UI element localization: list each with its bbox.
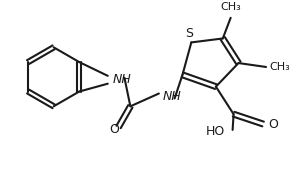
Text: NH: NH (113, 73, 132, 86)
Text: CH₃: CH₃ (269, 62, 290, 72)
Text: HO: HO (205, 125, 225, 138)
Text: CH₃: CH₃ (220, 2, 241, 12)
Text: O: O (268, 117, 278, 130)
Text: O: O (110, 123, 120, 136)
Text: NH: NH (163, 90, 181, 103)
Text: S: S (185, 27, 193, 40)
